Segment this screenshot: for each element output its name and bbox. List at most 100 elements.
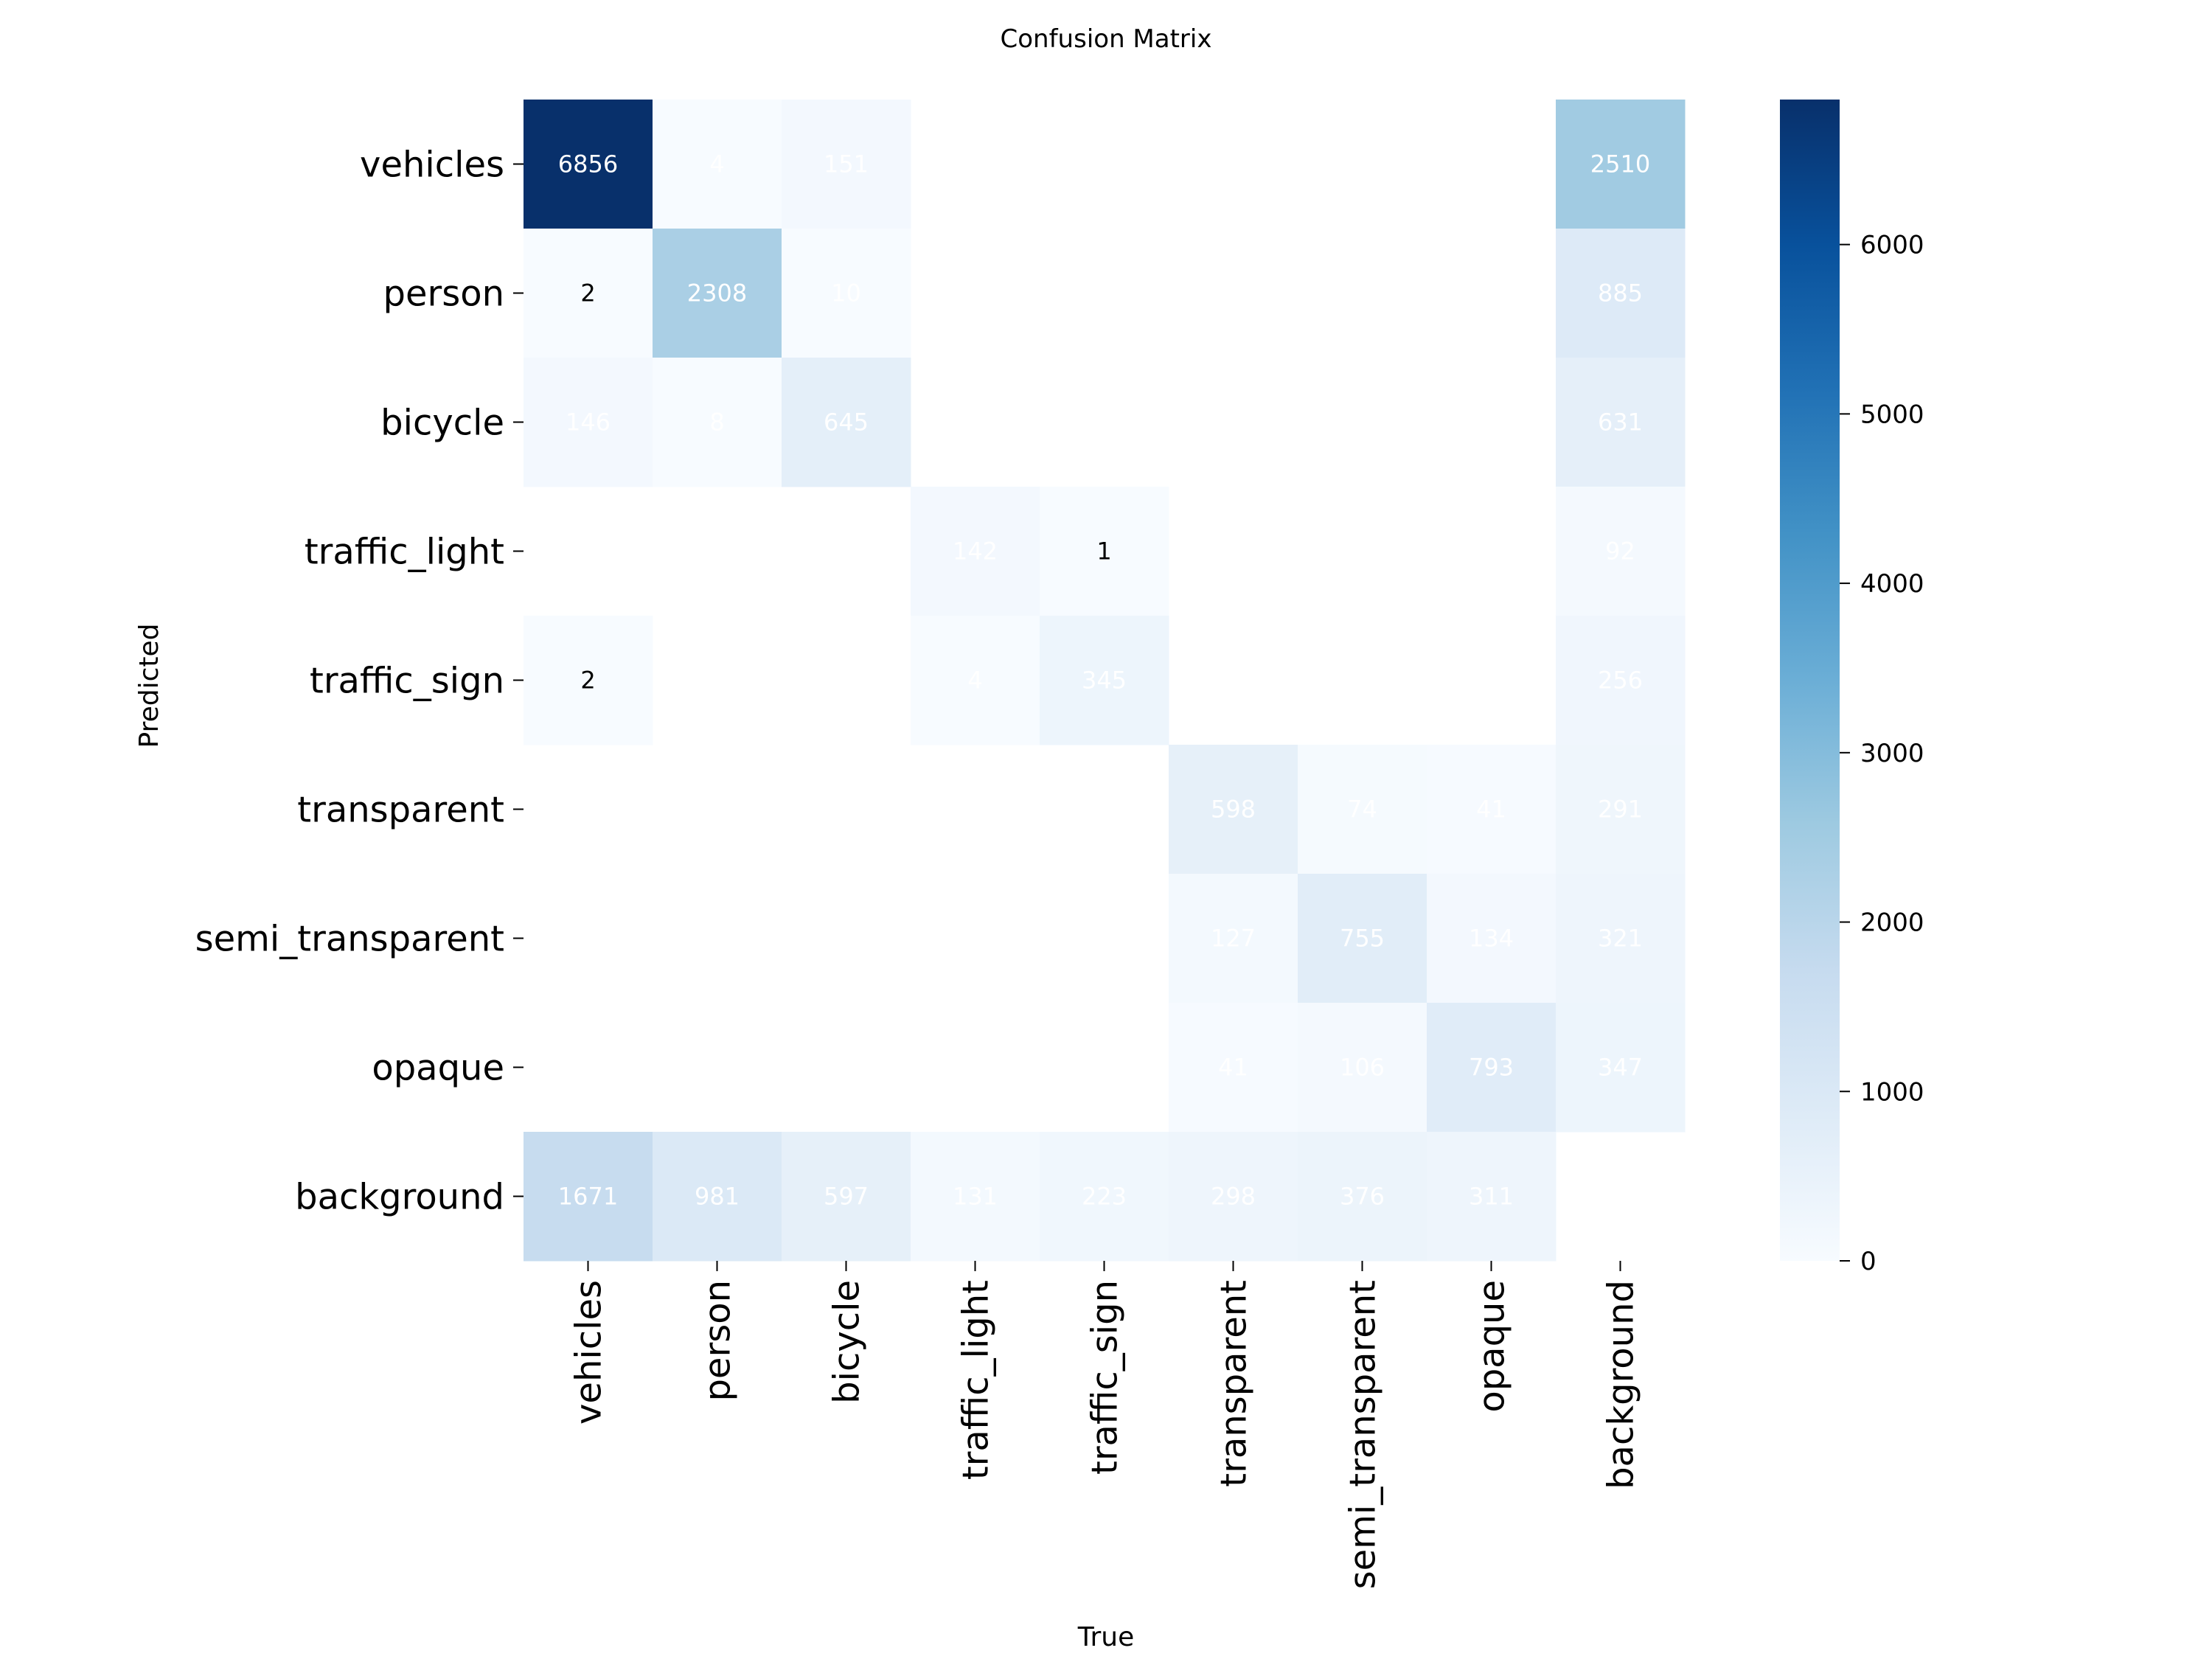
- heatmap-cell: [782, 100, 911, 229]
- heatmap-cell: [1169, 745, 1298, 874]
- chart-title: Confusion Matrix: [1001, 24, 1212, 54]
- heatmap-cell: [653, 1132, 782, 1262]
- cell-value-label: 127: [1211, 925, 1256, 953]
- heatmap-cell: [1556, 358, 1686, 487]
- heatmap-cell: [1427, 745, 1557, 874]
- x-tick-label: opaque: [1472, 1280, 1513, 1413]
- cell-value-label: 793: [1469, 1054, 1514, 1082]
- heatmap-cell: [1040, 1132, 1169, 1262]
- cell-value-label: 41: [1476, 796, 1506, 824]
- y-tick-label: background: [295, 1177, 504, 1218]
- y-axis-ticks: vehicles person bicycle traffic_lighttraffi…: [195, 145, 524, 1218]
- x-axis-ticks: vehicles person bicycle traffic_light traffi…: [568, 1261, 1642, 1589]
- heatmap-cell: [653, 100, 782, 229]
- heatmap-cell: [911, 616, 1040, 745]
- heatmap-cell: [1298, 1132, 1427, 1262]
- x-axis-label: True: [1077, 1622, 1134, 1652]
- heatmap-cells: [524, 100, 1686, 1262]
- cell-value-label: 598: [1211, 796, 1256, 824]
- cell-value-label: 146: [566, 408, 611, 437]
- cell-value-label: 151: [824, 150, 869, 178]
- heatmap-cell: [1556, 1003, 1686, 1133]
- heatmap-cell: [524, 358, 653, 487]
- heatmap-cell: [782, 1132, 911, 1262]
- y-axis-label: Predicted: [134, 624, 164, 748]
- cell-value-label: 981: [695, 1183, 740, 1211]
- cell-value-label: 1: [1096, 538, 1111, 566]
- cell-value-label: 223: [1082, 1183, 1127, 1211]
- heatmap-cell: [911, 487, 1040, 616]
- x-tick-label: bicycle: [827, 1280, 868, 1404]
- colorbar-gradient: [1780, 100, 1840, 1261]
- cell-value-label: 92: [1605, 538, 1635, 566]
- cell-value-label: 41: [1218, 1054, 1248, 1082]
- cell-value-label: 291: [1598, 796, 1643, 824]
- colorbar-tick-label: 4000: [1860, 569, 1924, 599]
- cell-value-label: 347: [1598, 1054, 1643, 1082]
- cell-value-label: 2510: [1590, 150, 1650, 178]
- heatmap-cell: [1556, 616, 1686, 745]
- cell-value-label: 376: [1340, 1183, 1385, 1211]
- cell-value-label: 4: [709, 150, 724, 178]
- heatmap-cell: [1427, 1003, 1557, 1133]
- cell-value-label: 6856: [558, 150, 618, 178]
- y-tick-label: opaque: [372, 1048, 504, 1089]
- cell-value-label: 2: [580, 667, 595, 695]
- cell-value-label: 8: [709, 408, 724, 437]
- x-tick-label: traffic_light: [956, 1280, 997, 1480]
- heatmap-cell: [1298, 745, 1427, 874]
- colorbar-tick-label: 2000: [1860, 908, 1924, 938]
- cell-value-label: 311: [1469, 1183, 1514, 1211]
- colorbar-tick-label: 6000: [1860, 231, 1924, 260]
- heatmap-cell: [1169, 1003, 1298, 1133]
- y-tick-label: bicycle: [380, 403, 504, 444]
- y-tick-label: person: [383, 274, 504, 315]
- cell-value-label: 2: [580, 279, 595, 307]
- heatmap-cell: [1298, 1003, 1427, 1133]
- x-tick-label: vehicles: [568, 1280, 610, 1425]
- heatmap-cell: [1556, 874, 1686, 1004]
- cell-value-label: 106: [1340, 1054, 1385, 1082]
- y-tick-label: transparent: [297, 790, 504, 831]
- heatmap-cell: [524, 616, 653, 745]
- cell-value-label: 885: [1598, 279, 1643, 307]
- heatmap-cell: [1298, 874, 1427, 1004]
- colorbar-tick-label: 1000: [1860, 1077, 1924, 1107]
- heatmap-cell: [1427, 1132, 1557, 1262]
- colorbar: 0 1000 2000 3000 4000 5000 6000: [1780, 100, 1924, 1276]
- heatmap-cell: [911, 1132, 1040, 1262]
- heatmap-cell: [1040, 487, 1169, 616]
- heatmap-cell: [782, 229, 911, 358]
- cell-value-label: 134: [1469, 925, 1514, 953]
- heatmap-cell: [653, 358, 782, 487]
- cell-value-label: 631: [1598, 408, 1643, 437]
- cell-value-label: 4: [967, 667, 982, 695]
- heatmap-cell: [1556, 487, 1686, 616]
- cell-value-label: 755: [1340, 925, 1385, 953]
- y-tick-label: vehicles: [360, 145, 504, 186]
- heatmap-cell: [1556, 745, 1686, 874]
- colorbar-tick-label: 5000: [1860, 400, 1924, 429]
- x-tick-label: background: [1601, 1280, 1642, 1489]
- cell-value-label: 298: [1211, 1183, 1256, 1211]
- x-tick-label: person: [698, 1280, 739, 1402]
- cell-value-label: 131: [953, 1183, 998, 1211]
- cell-value-label: 10: [831, 279, 861, 307]
- cell-value-label: 74: [1347, 796, 1377, 824]
- heatmap-cell: [1427, 874, 1557, 1004]
- y-tick-label: traffic_light: [305, 532, 504, 573]
- heatmap-cell: [1556, 100, 1686, 229]
- y-tick-label: semi_transparent: [195, 919, 504, 960]
- heatmap-cell: [524, 100, 653, 229]
- heatmap-cell-labels: 6856 4 151 2510 2 2308 10 885 146 8 645 631 142 1 92 2 4…: [558, 150, 1650, 1211]
- y-tick-label: traffic_sign: [310, 661, 504, 702]
- x-tick-label: transparent: [1214, 1280, 1255, 1487]
- cell-value-label: 1671: [558, 1183, 618, 1211]
- cell-value-label: 321: [1598, 925, 1643, 953]
- heatmap-cell: [653, 229, 782, 358]
- heatmap-cell: [524, 1132, 653, 1262]
- heatmap-cell: [524, 229, 653, 358]
- cell-value-label: 256: [1598, 667, 1643, 695]
- cell-value-label: 142: [953, 538, 998, 566]
- heatmap-cell: [1556, 229, 1686, 358]
